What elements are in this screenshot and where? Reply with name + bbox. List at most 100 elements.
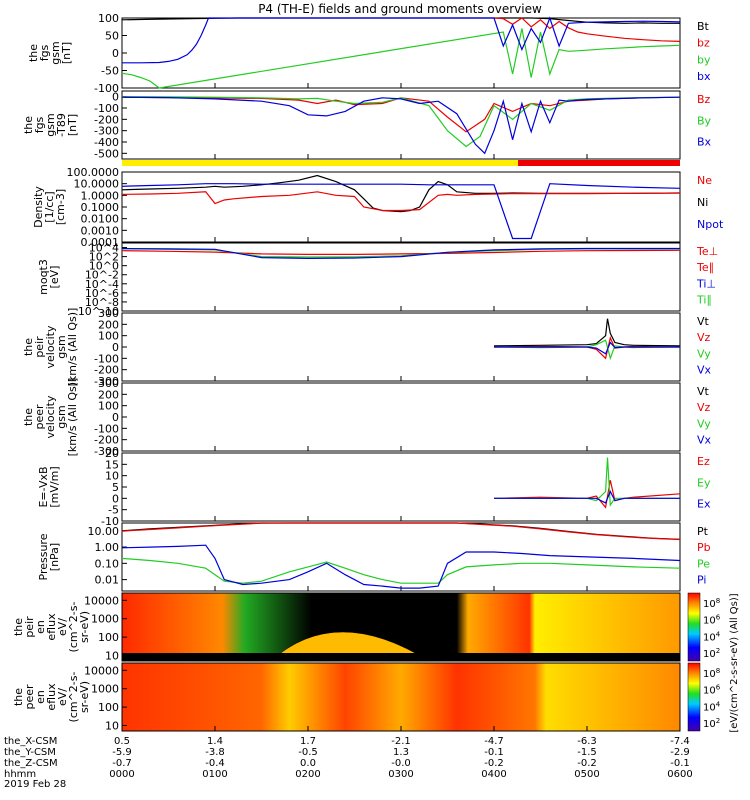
panel-frame [121,382,681,452]
legend-entry: bx [697,70,711,83]
legend-entry: Ey [697,476,711,489]
legend-entry: Pt [697,525,709,538]
y-axis-label-line: eflux [45,613,58,641]
legend-entry: Vy [697,347,711,360]
x-annotation-value: -2.1 [391,736,411,747]
panel-3: 100.000010.00001.00000.10000.01000.00100… [32,166,724,249]
x-annotation-value: 0200 [295,769,320,780]
y-tick-label: 300 [98,377,119,390]
y-tick-label: -200 [94,113,119,126]
legend-entry: Bt [697,20,710,33]
y-tick-label: -300 [94,445,119,458]
series-line-Te⊥ [121,249,681,255]
x-annotation-row-label: hhmm [4,769,36,780]
x-annotation-value: -7.4 [670,736,690,747]
series-line-Npot [121,183,681,240]
y-axis-label-line: velocity [44,325,57,368]
legend-entry: Vt [697,385,710,398]
x-annotation-value: 0.0 [300,758,316,769]
colorbar-tick: 108 [703,667,720,680]
y-axis-label-line: eflux [45,683,58,711]
y-axis-label-line: the [12,688,25,706]
y-tick-label: 10^-8 [85,296,119,309]
series-line-By [121,96,681,148]
y-tick-label: 100 [98,330,119,343]
colorbar-tick: 104 [703,700,721,713]
y-axis-label: thepeirvelocitygsm[km/s (All Qs)] [22,308,79,387]
y-tick-label: 100.0000 [67,166,120,179]
y-axis-label-line: en [34,690,47,704]
y-tick-label: 10^-2 [85,269,119,282]
x-annotation-value: -5.9 [112,747,132,758]
y-tick-label: -50 [101,65,119,78]
panel-10: 10000 1000 100 10 thepeerenefluxeV/(cm^2-s-s… [12,662,681,732]
y-tick-label: 10 [105,470,119,483]
y-axis-label-line: the [22,408,35,426]
colorbar-tick-exp: 8 [716,667,720,675]
series-line-bz [493,17,681,42]
y-axis-label-line: velocity [44,395,57,438]
series-line-Vy [493,339,681,361]
y-axis-label: thefgsgsm[nT] [27,41,73,64]
x-annotation-value: 1.3 [393,747,409,758]
series-line-Ne [121,191,681,212]
legend-entry: Vt [697,315,710,328]
colorbar-scale [687,662,701,732]
x-annotation-value: 0500 [574,769,599,780]
y-axis-label: thepeerenefluxeV/(cm^2-s-sr-eV) [12,672,91,723]
legend-entry: Vx [697,434,712,447]
colorbar-tick-exp: 4 [716,630,721,638]
legend-entry: Vz [697,331,711,344]
panel-9: 10000 1000 100 10 thepeirenefluxeV/(cm^2-s-s… [12,592,681,662]
x-annotation-row-label: the_Y-CSM [4,747,56,758]
legend-entry: Ni [697,196,708,209]
colorbar-scale [687,592,701,662]
x-annotation-value: -0.0 [391,758,411,769]
x-annotation-value: 0600 [667,769,692,780]
y-tick-label: 0 [112,341,119,354]
y-tick-label: -100 [94,82,119,95]
legend-entry: Ti⊥ [696,277,716,290]
panel-8: 10.00 1.00 0.10 0.01 Pressure[nPa] Pt Pb Pe Pi [37,522,711,592]
y-axis-label: thepeervelocitygsm[km/s (All Qs)] [22,378,79,457]
y-tick-label: 0.01 [95,574,120,587]
y-tick-label: 0.0100 [81,213,120,226]
legend-entry: Vz [697,401,711,414]
y-axis-label-line: peir [23,616,36,638]
x-annotation-value: -2.9 [670,747,690,758]
y-tick-label: 10^-6 [85,287,119,300]
panel-frame [121,90,681,160]
legend-entry: Ti∥ [696,294,712,307]
x-annotation-value: 1.4 [207,736,223,747]
panel-2: 0-100-200-300-400-500 thefgsgsm-T89[nT] Bz… [22,90,712,160]
y-axis-label-line: Density [32,186,45,228]
y-tick-label: 1000 [91,683,119,696]
y-axis-label: thefgsgsm-T89[nT] [22,113,79,137]
y-axis-label-line: the [22,116,35,134]
y-axis-label-line: gsm [55,405,68,428]
y-tick-label: 50 [105,30,119,43]
x-annotation-value: 0400 [481,769,506,780]
y-tick-label: 10^-4 [85,278,119,291]
y-axis-label-line: the [27,44,40,62]
y-axis-label-line: [eV] [48,266,61,289]
colorbar-tick-exp: 2 [716,647,720,655]
panel-frame [121,242,681,312]
y-tick-label: 10.0000 [74,178,120,191]
series-line-Bz [121,96,681,133]
y-axis-label: E=-VxB[mV/m] [37,466,61,507]
panel-6: 3002001000-100-200-300thepeervelocitygsm… [22,377,712,458]
series-line-Pe [121,557,681,584]
y-axis-label-line: (cm^2-s- [67,602,80,653]
legend-entry: Npot [697,218,724,231]
legend-entry: Te⊥ [696,245,718,258]
x-annotation-value: -1.5 [577,747,597,758]
y-axis-label-line: fgs [33,116,46,133]
colorbar-tick-exp: 8 [716,597,720,605]
legend-entry: Te∥ [696,261,714,274]
time-axis: the_X-CSM 0.5 1.4 1.7 -2.1 -4.7 -6.3 -7.4 the_Y-… [4,736,693,790]
y-axis-label-line: peer [23,684,36,710]
y-tick-label: -5 [108,504,119,517]
x-axis-date: 2019 Feb 28 [4,779,66,790]
y-axis-label-line: gsm [55,335,68,358]
